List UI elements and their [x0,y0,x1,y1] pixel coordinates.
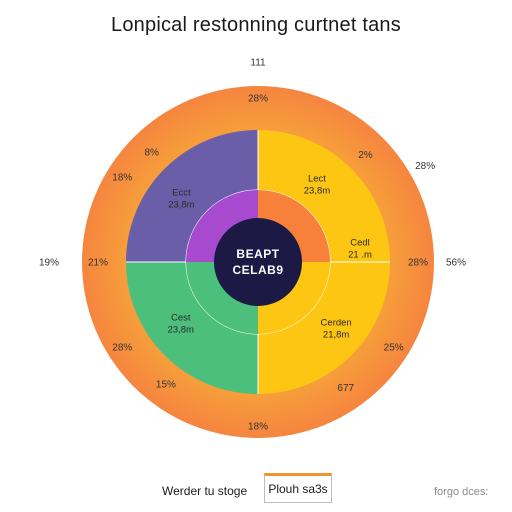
legend-button[interactable]: Plouh sa3s [264,473,332,503]
segment-label: Ecct [172,188,191,199]
center-label-line1: BEAPT [236,247,279,261]
outer-ring-label: 21% [88,258,108,269]
segment-label: Cedl [350,238,370,249]
outer-ring-label: 28% [112,342,132,353]
outer-ring-label: 28% [415,161,435,172]
outer-ring-label: 25% [384,342,404,353]
outer-ring-label: 111 [250,58,266,69]
outer-ring-label: 15% [156,380,176,391]
outer-ring-label: 28% [248,94,268,105]
outer-ring-label: 18% [248,422,268,433]
outer-ring-label: 677 [337,383,354,394]
outer-ring-label: 56% [446,258,466,269]
outer-ring-label: 19% [39,258,59,269]
segment-value: 21 .m [348,250,372,261]
inner-ring-segment [258,262,330,334]
chart-title: Lonpical restonning curtnet tans [111,14,401,36]
segment-value: 23,8m [304,186,330,197]
inner-ring-segment [186,190,258,262]
outer-ring-label: 8% [144,147,159,158]
inner-ring-segment [186,262,258,334]
outer-ring-label: 2% [358,150,373,161]
segment-label: Cest [171,312,191,323]
outer-ring-label: 28% [408,258,428,269]
center-hub [214,218,302,306]
center-label-line2: CELAB9 [232,263,283,277]
outer-ring-label: 18% [112,173,132,184]
watermark-text: forgo dces: [434,486,489,498]
segment-value: 23,8m [168,200,194,211]
legend-label: Werder tu stoge [162,484,248,498]
segment-label: Cerden [321,318,352,329]
segment-value: 21,8m [323,330,349,341]
segment-label: Lect [308,174,326,185]
segment-value: 23,8m [168,324,194,335]
inner-ring-segment [258,190,330,262]
